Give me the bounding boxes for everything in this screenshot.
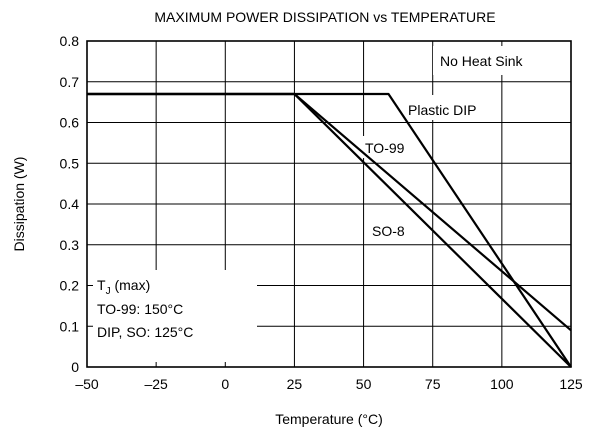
x-tick-label: –50 [75, 376, 99, 392]
chart-title: MAXIMUM POWER DISSIPATION vs TEMPERATURE [154, 9, 495, 25]
heat-sink-label-bg [433, 46, 565, 75]
grid [87, 41, 571, 367]
x-axis-ticks: –50 –25 0 25 50 75 100 125 [75, 376, 583, 392]
x-tick-label: –25 [144, 376, 168, 392]
y-axis-label: Dissipation (W) [11, 157, 27, 252]
x-tick-label: 50 [356, 376, 372, 392]
plastic-dip-label-bg [403, 95, 501, 120]
y-tick-label: 0.2 [60, 278, 80, 294]
series-label-to-99: TO-99 [365, 140, 405, 156]
to99-label-bg [361, 136, 423, 158]
tj-to99-label: TO-99: 150°C [97, 301, 183, 317]
series [87, 92, 572, 368]
plot-frame [86, 40, 572, 368]
no-heat-sink-label: No Heat Sink [440, 53, 523, 69]
series-label-plastic-dip: Plastic DIP [408, 102, 476, 118]
x-tick-label: 25 [287, 376, 303, 392]
y-tick-label: 0.6 [60, 115, 80, 131]
y-tick-label: 0.4 [60, 196, 80, 212]
series-label-so-8: SO-8 [372, 223, 405, 239]
x-tick-label: 75 [425, 376, 441, 392]
series-line-so-8 [87, 92, 572, 368]
y-tick-label: 0.3 [60, 237, 80, 253]
y-tick-label: 0.1 [60, 318, 80, 334]
x-tick-label: 100 [490, 376, 514, 392]
tj-max-label: TJ (max) [97, 277, 150, 297]
so8-label-bg [368, 219, 424, 241]
x-tick-label: 125 [559, 376, 583, 392]
y-tick-label: 0.7 [60, 74, 80, 90]
y-tick-label: 0.5 [60, 155, 80, 171]
tj-note-bg [93, 270, 257, 362]
y-tick-label: 0 [71, 359, 79, 375]
tj-dip-so-label: DIP, SO: 125°C [97, 324, 193, 340]
x-axis-label: Temperature (°C) [275, 411, 383, 427]
y-tick-label: 0.8 [60, 33, 80, 49]
label-backgrounds [93, 46, 565, 362]
y-axis-ticks: 0 0.1 0.2 0.3 0.4 0.5 0.6 0.7 0.8 [60, 33, 80, 375]
x-tick-label: 0 [221, 376, 229, 392]
